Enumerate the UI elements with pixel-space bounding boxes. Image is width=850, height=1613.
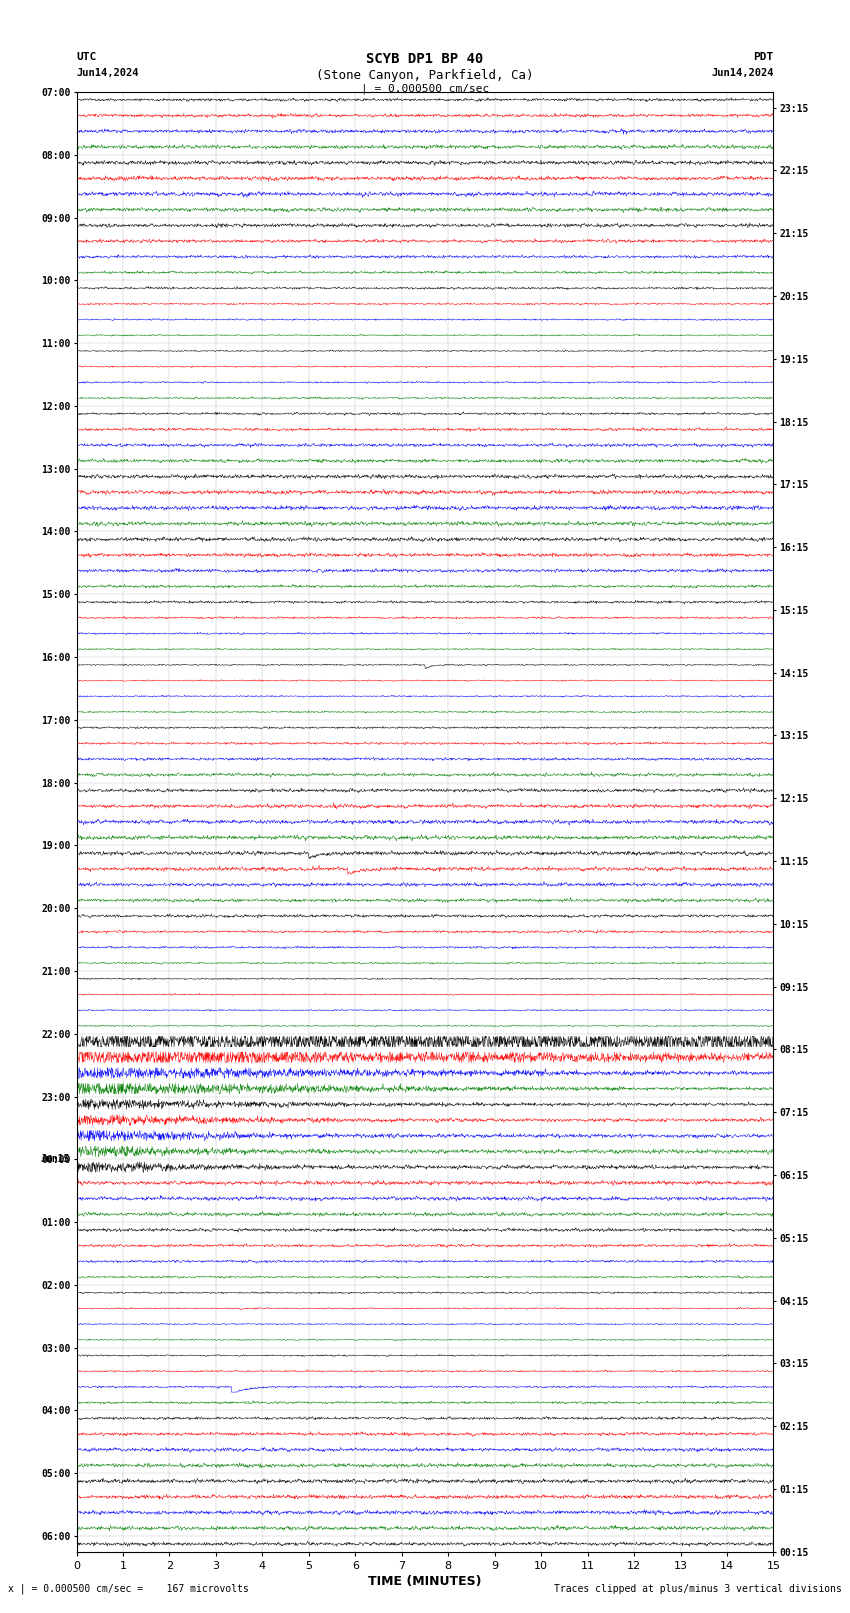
Text: Traces clipped at plus/minus 3 vertical divisions: Traces clipped at plus/minus 3 vertical … (553, 1584, 842, 1594)
Text: Jun14,2024: Jun14,2024 (711, 68, 774, 77)
Text: UTC: UTC (76, 52, 97, 61)
Text: | = 0.000500 cm/sec: | = 0.000500 cm/sec (361, 84, 489, 95)
Text: x | = 0.000500 cm/sec =    167 microvolts: x | = 0.000500 cm/sec = 167 microvolts (8, 1582, 249, 1594)
Text: SCYB DP1 BP 40: SCYB DP1 BP 40 (366, 52, 484, 66)
Text: Jun15: Jun15 (40, 1155, 70, 1165)
Text: PDT: PDT (753, 52, 774, 61)
Text: (Stone Canyon, Parkfield, Ca): (Stone Canyon, Parkfield, Ca) (316, 69, 534, 82)
X-axis label: TIME (MINUTES): TIME (MINUTES) (368, 1574, 482, 1587)
Text: Jun14,2024: Jun14,2024 (76, 68, 139, 77)
